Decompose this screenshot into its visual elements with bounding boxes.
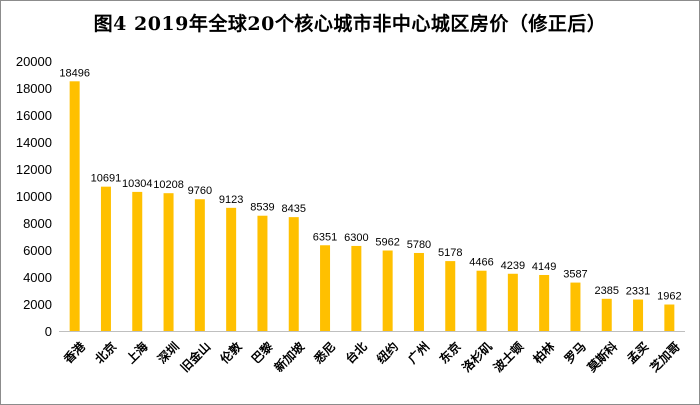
bar-18 bbox=[633, 299, 644, 331]
category-label-0: 香港 bbox=[60, 338, 89, 367]
bar-4 bbox=[194, 199, 205, 331]
bar-6 bbox=[257, 215, 268, 331]
data-label-17: 2385 bbox=[595, 285, 619, 297]
category-label-7: 新加坡 bbox=[271, 338, 308, 375]
category-label-1: 北京 bbox=[92, 339, 120, 367]
data-label-13: 4466 bbox=[469, 257, 493, 269]
y-tick-label-3: 6000 bbox=[23, 243, 52, 258]
category-label-12: 东京 bbox=[436, 339, 464, 367]
data-label-4: 9760 bbox=[188, 185, 212, 197]
category-label-3: 深圳 bbox=[154, 339, 182, 367]
data-labels-group: 18496 10691 10304 10208 9760 9123 8539 8435 6351… bbox=[59, 67, 681, 302]
bar-9 bbox=[351, 245, 362, 331]
y-tick-label-0: 0 bbox=[45, 324, 52, 339]
bar-10 bbox=[382, 250, 393, 331]
data-label-9: 6300 bbox=[344, 232, 368, 244]
bar-17 bbox=[601, 298, 612, 331]
bar-19 bbox=[664, 304, 675, 331]
data-label-0: 18496 bbox=[59, 67, 90, 79]
data-label-6: 8539 bbox=[250, 202, 274, 214]
bar-0 bbox=[69, 81, 80, 331]
category-label-8: 悉尼 bbox=[310, 339, 338, 367]
category-label-16: 罗马 bbox=[561, 339, 589, 367]
category-label-17: 莫斯科 bbox=[584, 339, 620, 375]
data-label-5: 9123 bbox=[219, 194, 243, 206]
bar-15 bbox=[539, 274, 550, 331]
data-label-19: 1962 bbox=[657, 291, 681, 303]
y-tick-label-10: 20000 bbox=[16, 54, 52, 69]
category-label-2: 上海 bbox=[123, 339, 151, 367]
data-label-15: 4149 bbox=[532, 261, 556, 273]
bar-13 bbox=[476, 270, 487, 331]
data-label-8: 6351 bbox=[313, 231, 337, 243]
y-tick-label-4: 8000 bbox=[23, 216, 52, 231]
data-label-16: 3587 bbox=[563, 269, 587, 281]
bar-11 bbox=[413, 252, 424, 331]
y-tick-label-2: 4000 bbox=[23, 270, 52, 285]
category-label-18: 孟买 bbox=[624, 339, 652, 367]
category-label-11: 广州 bbox=[405, 339, 433, 367]
data-label-3: 10208 bbox=[153, 179, 184, 191]
category-label-10: 纽约 bbox=[373, 339, 401, 367]
data-label-2: 10304 bbox=[122, 178, 153, 190]
y-axis: 0 2000 4000 6000 8000 10000 12000 14000 16000 180… bbox=[16, 54, 52, 339]
category-label-6: 巴黎 bbox=[248, 339, 276, 367]
y-tick-label-6: 12000 bbox=[16, 162, 52, 177]
bar-3 bbox=[163, 193, 174, 331]
bar-2 bbox=[132, 191, 143, 331]
data-label-12: 5178 bbox=[438, 247, 462, 259]
bar-8 bbox=[320, 245, 331, 331]
data-label-18: 2331 bbox=[626, 286, 650, 298]
bar-16 bbox=[570, 282, 581, 331]
data-label-11: 5780 bbox=[407, 239, 431, 251]
y-tick-label-1: 2000 bbox=[23, 297, 52, 312]
category-label-13: 洛杉矶 bbox=[459, 339, 495, 375]
data-label-10: 5962 bbox=[375, 237, 399, 249]
data-label-14: 4239 bbox=[501, 260, 525, 272]
bar-12 bbox=[445, 261, 456, 331]
chart-title: 图4 2019年全球20个核心城市非中心城区房价（修正后） bbox=[93, 13, 607, 35]
category-label-19: 芝加哥 bbox=[647, 339, 683, 375]
category-label-5: 伦敦 bbox=[217, 338, 245, 366]
bar-14 bbox=[507, 273, 518, 331]
y-tick-label-9: 18000 bbox=[16, 81, 52, 96]
bar-7 bbox=[288, 217, 299, 331]
category-label-14: 波士顿 bbox=[490, 339, 526, 375]
category-label-9: 台北 bbox=[342, 339, 370, 367]
bar-1 bbox=[100, 186, 111, 331]
category-label-15: 柏林 bbox=[530, 339, 558, 367]
bars-group bbox=[69, 81, 675, 331]
data-label-1: 10691 bbox=[91, 173, 122, 185]
category-label-4: 旧金山 bbox=[177, 339, 213, 375]
y-tick-label-8: 16000 bbox=[16, 108, 52, 123]
data-label-7: 8435 bbox=[282, 203, 306, 215]
y-tick-label-5: 10000 bbox=[16, 189, 52, 204]
bar-5 bbox=[226, 207, 237, 331]
y-tick-label-7: 14000 bbox=[16, 135, 52, 150]
